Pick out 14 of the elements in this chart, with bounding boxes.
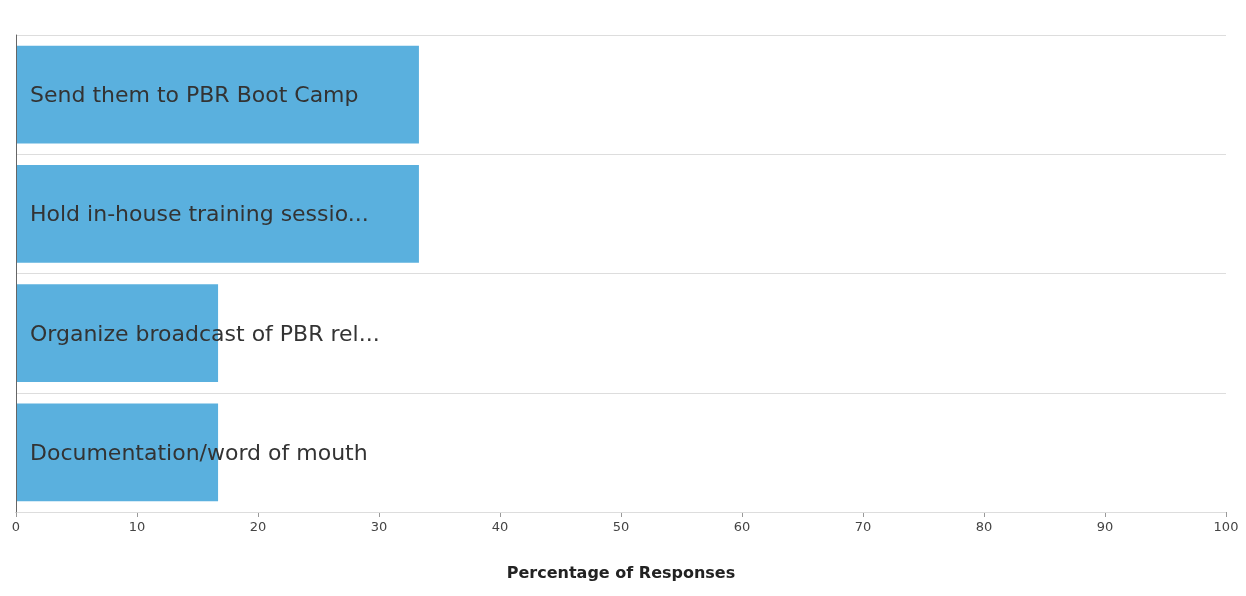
x-tick-label: 0	[11, 519, 21, 534]
x-tick-label: 10	[128, 519, 146, 534]
x-tick-label: 60	[733, 519, 751, 534]
y-tick-label: Send them to PBR Boot Camp	[30, 82, 359, 108]
x-tick-label: 90	[1096, 519, 1114, 534]
x-tick-label: 50	[612, 519, 630, 534]
y-tick-label: Hold in-house training sessio...	[30, 201, 369, 227]
x-axis-title: Percentage of Responses	[506, 562, 736, 582]
x-tick-label: 80	[975, 519, 993, 534]
x-tick-label: 30	[370, 519, 388, 534]
x-tick-label: 20	[249, 519, 267, 534]
x-tick-label: 70	[854, 519, 872, 534]
x-tick-label: 100	[1213, 519, 1239, 534]
x-tick-label: 40	[491, 519, 509, 534]
